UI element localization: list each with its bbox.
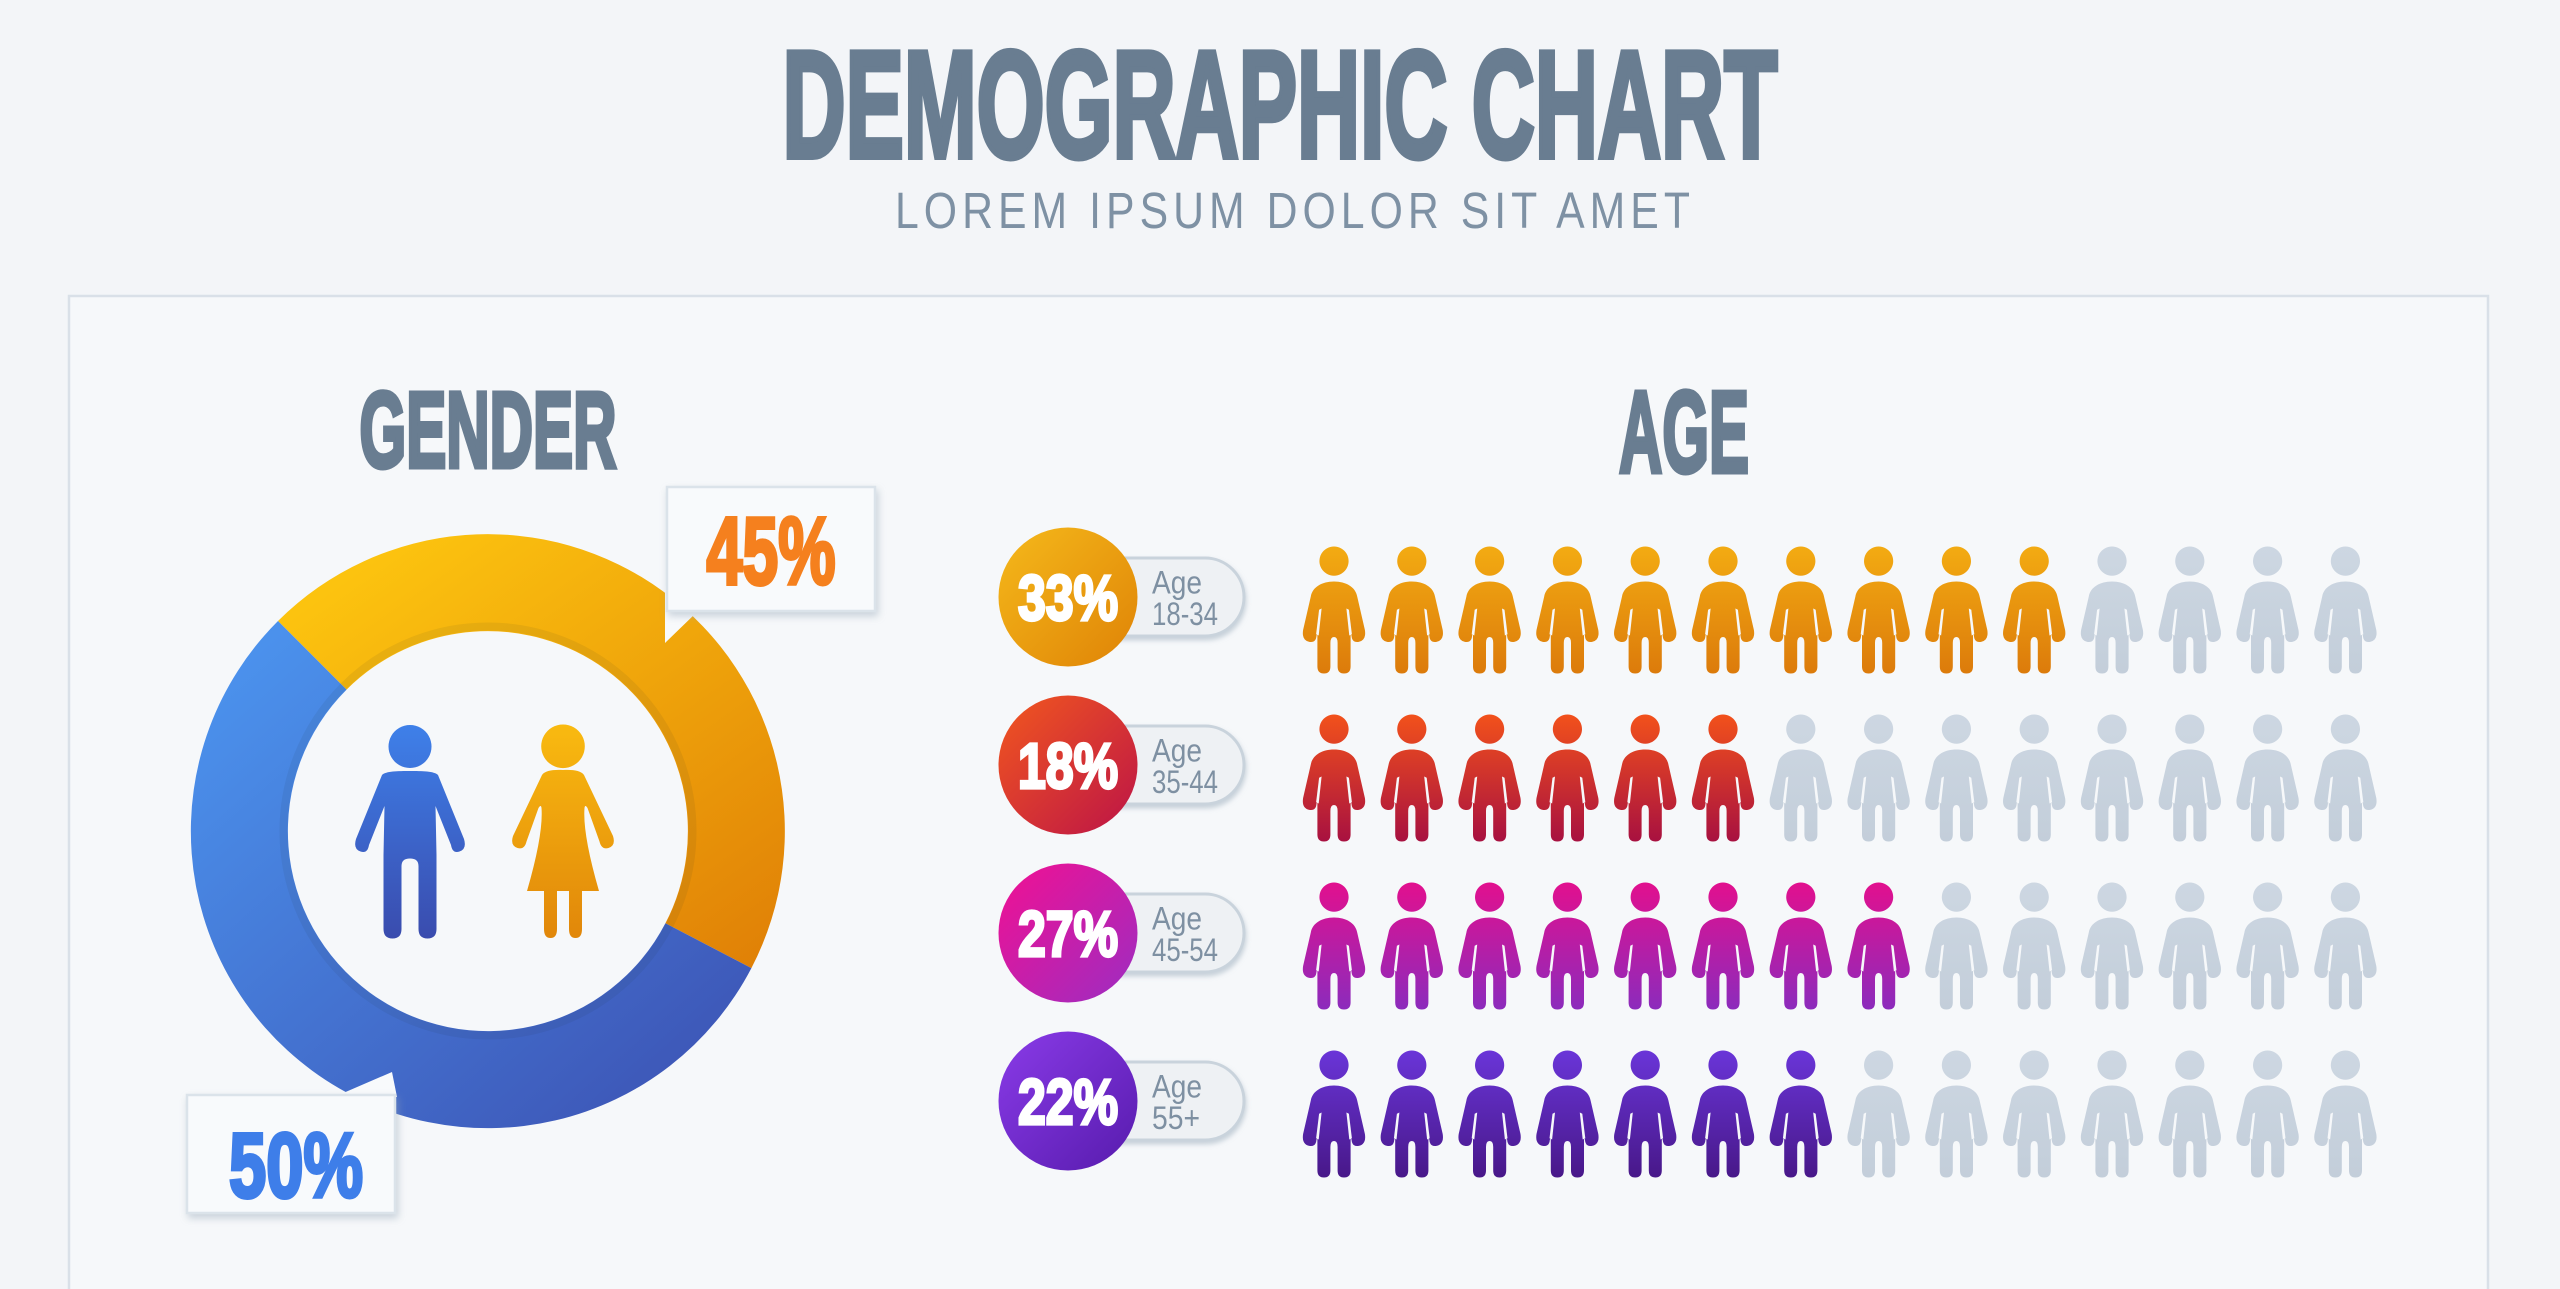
svg-text:18%: 18% [1018,730,1118,802]
svg-text:AGE: AGE [1619,367,1749,497]
svg-text:LOREM IPSUM DOLOR SIT AMET: LOREM IPSUM DOLOR SIT AMET [895,182,1695,239]
svg-text:33%: 33% [1018,562,1118,634]
svg-text:27%: 27% [1018,898,1118,970]
svg-text:45%: 45% [707,498,836,605]
svg-text:Age: Age [1152,1069,1202,1105]
svg-text:22%: 22% [1018,1066,1118,1138]
svg-text:DEMOGRAPHIC CHART: DEMOGRAPHIC CHART [783,20,1778,190]
svg-text:Age: Age [1152,565,1202,601]
svg-text:18-34: 18-34 [1152,596,1218,632]
svg-text:50%: 50% [229,1115,363,1217]
svg-text:45-54: 45-54 [1152,932,1218,968]
svg-text:GENDER: GENDER [360,369,617,490]
svg-text:35-44: 35-44 [1152,764,1218,800]
svg-text:55+: 55+ [1152,1100,1200,1136]
svg-text:Age: Age [1152,901,1202,937]
svg-text:Age: Age [1152,733,1202,769]
